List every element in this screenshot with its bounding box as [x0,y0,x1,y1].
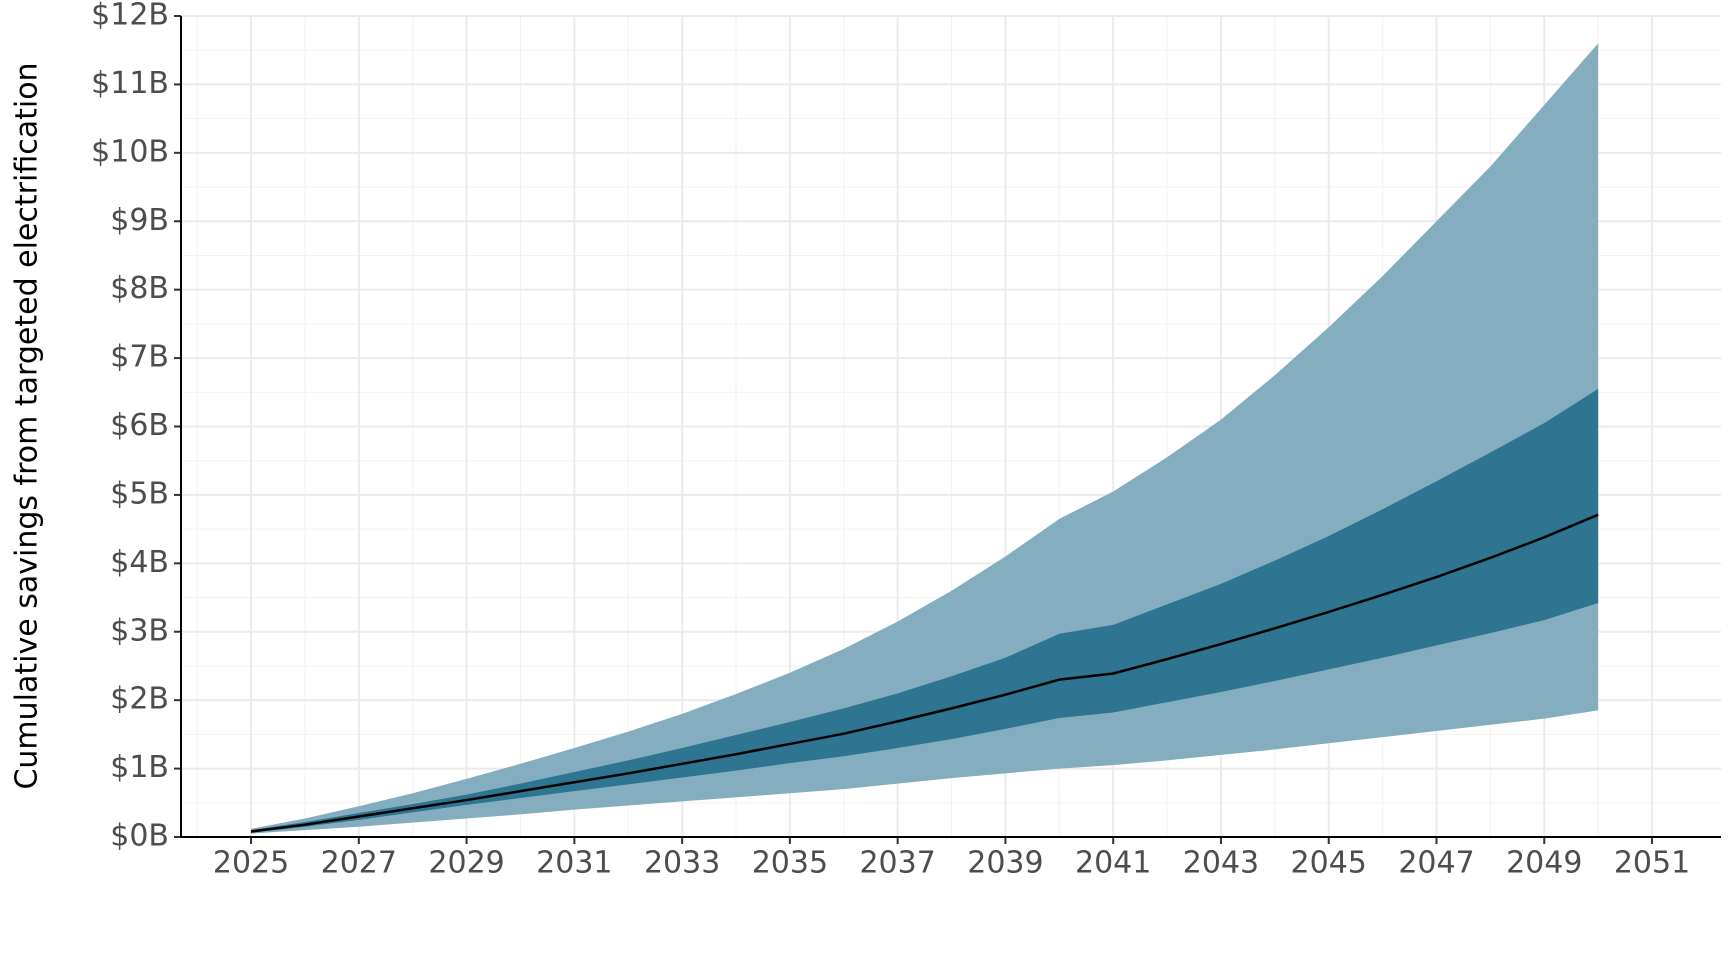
x-tick-label: 2031 [536,846,612,881]
x-tick-label: 2027 [321,846,397,881]
x-tick-label: 2045 [1291,846,1367,881]
x-tick-label: 2035 [752,846,828,881]
x-tick-label: 2047 [1398,846,1474,881]
y-tick-label: $7B [110,340,169,375]
x-tick-label: 2039 [967,846,1043,881]
y-tick-label: $1B [110,750,169,785]
x-tick-label: 2043 [1183,846,1259,881]
y-tick-label: $8B [110,271,169,306]
y-tick-label: $5B [110,476,169,511]
x-tick-label: 2033 [644,846,720,881]
x-tick-label: 2037 [859,846,935,881]
y-tick-label: $3B [110,613,169,648]
y-tick-label: $0B [110,819,169,854]
y-tick-label: $11B [91,66,169,101]
median-line [250,513,1599,833]
y-tick-label: $6B [110,408,169,443]
y-axis-label: Cumulative savings from targeted electri… [10,62,45,789]
x-tick-label: 2025 [213,846,289,881]
x-tick-label: 2049 [1506,846,1582,881]
x-tick-label: 2051 [1614,846,1690,881]
x-tick-label: 2041 [1075,846,1151,881]
y-tick-label: $10B [91,134,169,169]
y-tick-label: $2B [110,682,169,717]
y-tick-label: $12B [91,0,169,33]
y-tick-label: $9B [110,203,169,238]
y-tick-label: $4B [110,545,169,580]
x-tick-label: 2029 [428,846,504,881]
